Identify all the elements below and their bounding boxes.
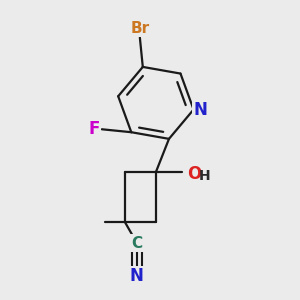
Text: F: F bbox=[89, 120, 100, 138]
Text: Br: Br bbox=[130, 21, 149, 36]
Text: H: H bbox=[199, 169, 210, 183]
Text: N: N bbox=[130, 267, 144, 285]
Text: N: N bbox=[193, 100, 207, 118]
Text: O: O bbox=[187, 165, 201, 183]
Text: C: C bbox=[131, 236, 142, 250]
